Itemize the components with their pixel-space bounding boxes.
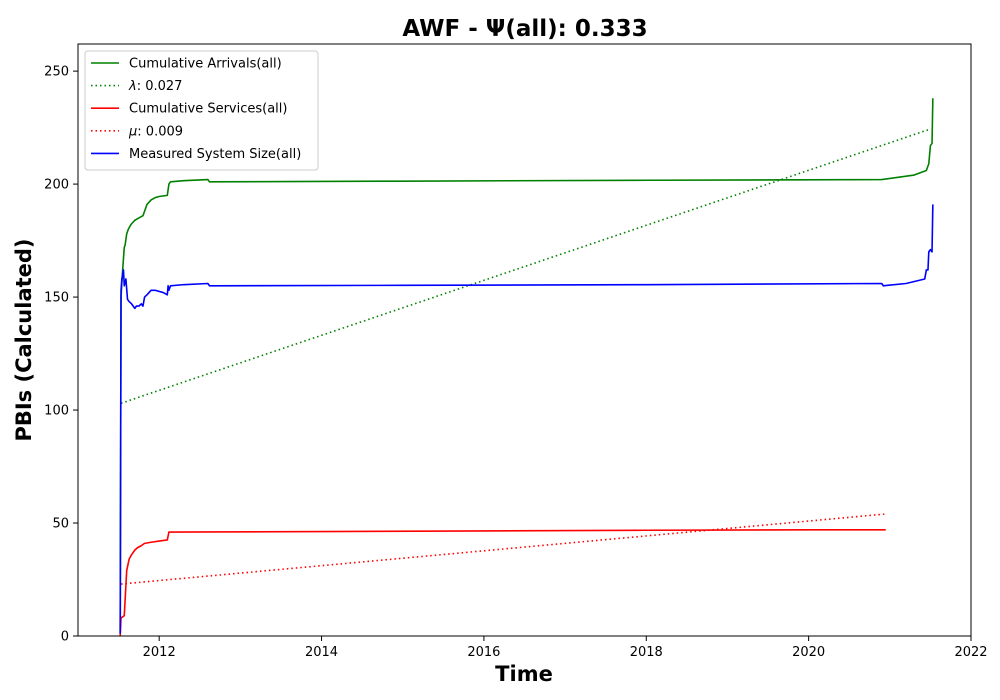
x-tick-label: 2018 [630, 645, 663, 660]
legend-label: μ: 0.009 [128, 124, 183, 139]
plot-frame [77, 43, 972, 637]
plot-layer [119, 98, 934, 637]
x-tick-label: 2022 [954, 645, 987, 660]
y-tick-label: 200 [44, 178, 69, 193]
series-line-1-0-027 [120, 129, 929, 405]
legend-box [84, 50, 319, 171]
y-tick-label: 0 [61, 630, 69, 645]
x-tick-label: 2012 [143, 645, 176, 660]
legend: Cumulative Arrivals(all) λ: 0.027 Cumulati… [84, 50, 319, 171]
legend-label: Cumulative Arrivals(all) [129, 57, 282, 72]
legend-label: λ: 0.027 [128, 79, 182, 94]
x-tick-label: 2014 [305, 645, 338, 660]
x-tick-label: 2020 [792, 645, 825, 660]
series-line-4-measured-system-size-all [119, 204, 934, 634]
chart-title: AWF - Ψ(all): 0.333 [402, 16, 647, 42]
y-tick-label: 100 [44, 404, 69, 419]
y-tick-label: 150 [44, 291, 69, 306]
x-axis: 2012 2014 2016 2018 2020 2022 [143, 636, 988, 660]
y-tick-label: 250 [44, 65, 69, 80]
x-axis-title: Time [495, 662, 553, 686]
legend-label: Cumulative Services(all) [129, 102, 287, 117]
series-line-2-cumulative-services-all [119, 528, 886, 637]
x-tick-label: 2016 [467, 645, 500, 660]
y-axis: 0 50 100 150 200 250 [44, 65, 78, 645]
legend-label: Measured System Size(all) [129, 147, 301, 162]
y-tick-label: 50 [52, 517, 69, 532]
y-axis-title: PBIs (Calculated) [12, 238, 36, 441]
series-line-3-0-009 [120, 513, 886, 585]
series-line-0-cumulative-arrivals-all [119, 98, 934, 634]
